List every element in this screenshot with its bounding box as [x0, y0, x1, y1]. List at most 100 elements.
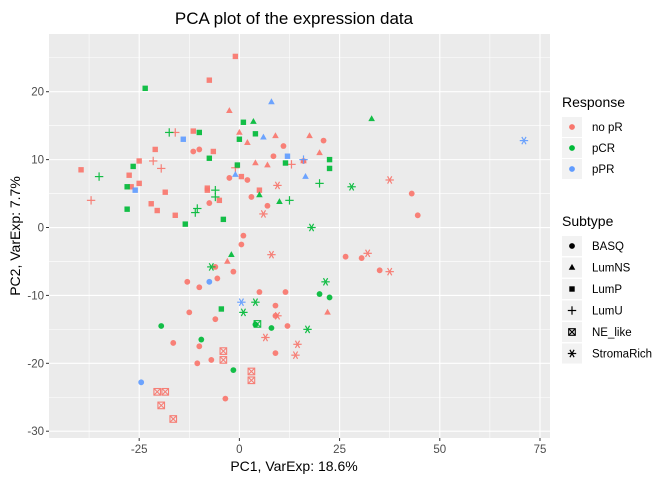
legend-subtype: Subtype BASQ LumNS LumP LumU NE_like StromaRi…	[562, 213, 652, 364]
data-point	[280, 143, 287, 149]
x-tick-label: 50	[433, 444, 446, 456]
y-tick-label: -10	[27, 290, 44, 302]
legend-subtype-label: StromaRich	[592, 349, 652, 361]
data-point	[306, 132, 313, 139]
data-point	[287, 160, 296, 169]
data-point	[126, 172, 132, 178]
legend-response-key	[569, 124, 575, 130]
data-points	[78, 53, 529, 423]
data-point	[228, 251, 235, 257]
data-point	[244, 177, 251, 183]
data-point	[299, 155, 308, 164]
data-point	[207, 262, 216, 271]
data-point	[282, 160, 289, 166]
legend-subtype-label: BASQ	[592, 241, 624, 253]
data-point	[284, 323, 291, 329]
data-point	[148, 201, 154, 207]
data-point	[193, 204, 202, 213]
data-point	[272, 302, 279, 309]
data-point	[248, 194, 255, 200]
data-point	[272, 350, 279, 357]
data-point	[256, 191, 263, 198]
data-point	[157, 401, 166, 410]
data-point	[124, 206, 130, 212]
data-point	[182, 221, 188, 227]
data-point	[219, 356, 228, 364]
data-point	[165, 128, 174, 137]
data-point	[214, 275, 221, 282]
plot-panel	[49, 34, 550, 438]
data-point	[252, 159, 259, 166]
data-point	[268, 98, 275, 105]
data-point	[238, 241, 245, 248]
data-point	[232, 170, 239, 177]
data-point	[368, 115, 375, 122]
data-point	[172, 212, 178, 218]
data-point	[240, 232, 247, 239]
data-point	[247, 376, 256, 385]
data-point	[385, 176, 394, 184]
data-point	[149, 156, 158, 166]
data-point	[273, 181, 282, 190]
data-point	[226, 175, 233, 181]
data-point	[256, 289, 263, 295]
data-point	[252, 131, 259, 137]
data-point	[326, 156, 333, 163]
data-point	[170, 340, 177, 346]
data-point	[326, 294, 333, 301]
data-point	[251, 298, 260, 307]
data-point	[276, 198, 283, 205]
data-point	[142, 85, 148, 92]
data-point	[232, 53, 239, 60]
legend-subtype-label: NE_like	[592, 327, 632, 339]
data-point	[154, 207, 160, 214]
data-point	[519, 136, 529, 145]
y-axis-tick-labels: -30 -20 -10 0 10 20	[27, 87, 44, 438]
data-point	[253, 320, 262, 328]
data-point	[267, 250, 276, 259]
data-point	[259, 209, 268, 218]
legend-subtype-key	[568, 328, 576, 336]
data-point	[234, 162, 241, 168]
data-point	[196, 129, 202, 136]
data-point	[206, 278, 213, 285]
data-point	[268, 325, 275, 331]
legend-response-label: pCR	[592, 143, 615, 155]
data-point	[191, 208, 200, 217]
data-point	[230, 367, 237, 374]
data-point	[358, 255, 365, 261]
legend-subtype-key	[567, 349, 577, 358]
data-point	[307, 223, 316, 232]
data-point	[302, 172, 309, 179]
data-point	[284, 153, 291, 159]
data-point	[218, 306, 225, 312]
data-point	[408, 190, 415, 197]
data-point	[130, 163, 136, 170]
data-point	[315, 179, 324, 188]
y-axis-title: PC2, VarExp: 7.7%	[7, 176, 23, 296]
x-axis-tick-labels: -25 0 25 50 75	[131, 444, 547, 456]
data-point	[157, 164, 166, 173]
data-point	[136, 158, 142, 164]
data-point	[210, 148, 217, 155]
y-tick-label: -30	[27, 426, 44, 438]
data-point	[161, 387, 170, 396]
x-tick-label: 0	[236, 444, 242, 456]
data-point	[264, 161, 271, 168]
data-point	[244, 139, 251, 145]
data-point	[256, 187, 263, 193]
legend-subtype-label: LumU	[592, 306, 623, 318]
data-point	[196, 343, 203, 350]
data-point	[250, 117, 257, 124]
legend-subtype-title: Subtype	[562, 213, 614, 229]
data-point	[222, 395, 229, 402]
major-gridlines	[49, 34, 550, 438]
data-point	[273, 311, 282, 320]
data-point	[153, 387, 162, 396]
data-point	[291, 351, 300, 360]
data-point	[224, 257, 231, 264]
x-tick-label: 25	[333, 444, 346, 456]
data-point	[169, 415, 178, 423]
legend-response-key	[569, 145, 575, 151]
data-point	[326, 165, 333, 172]
